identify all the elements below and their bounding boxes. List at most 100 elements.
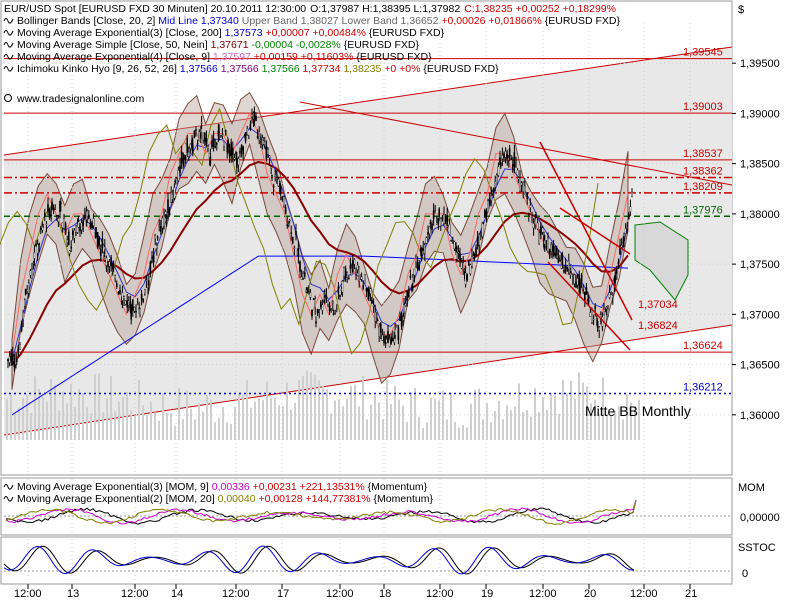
candle-body xyxy=(548,248,551,256)
candle-body xyxy=(79,226,81,232)
candle-body xyxy=(399,315,401,321)
candle-body xyxy=(469,264,472,275)
candle-body xyxy=(318,310,321,313)
volume-bar xyxy=(234,406,236,440)
volume-bar xyxy=(570,380,572,440)
volume-bar xyxy=(634,406,636,440)
candle-body xyxy=(283,196,285,206)
volume-bar xyxy=(22,397,24,440)
candle-body xyxy=(71,231,74,235)
volume-bar xyxy=(18,407,20,440)
legend-line-icon xyxy=(3,42,14,48)
candle-body xyxy=(295,230,297,236)
volume-bar xyxy=(50,379,52,440)
volume-bar xyxy=(366,419,368,440)
candle-body xyxy=(70,246,72,249)
candle-body xyxy=(221,134,224,137)
volume-bar xyxy=(430,397,432,440)
candle-body xyxy=(47,204,49,212)
legend-text: Ichimoku Kinko Hyo [9, 26, 52, 26] xyxy=(17,63,180,75)
legend-text: {EURUSD FXD} xyxy=(344,39,420,51)
candle-body xyxy=(334,310,337,313)
candle-body xyxy=(174,180,177,183)
y-tick-label: 1,38000 xyxy=(740,209,780,221)
sstoc-label: SSTOC xyxy=(738,542,776,554)
candle-body xyxy=(288,219,291,222)
candle-body xyxy=(517,177,520,180)
candle-body xyxy=(253,111,256,122)
candle-body xyxy=(496,174,498,185)
candle-body xyxy=(356,264,359,271)
candle-body xyxy=(427,231,429,235)
candle-body xyxy=(456,251,458,260)
volume-bar xyxy=(398,399,400,440)
volume-bar xyxy=(578,372,580,440)
volume-bar xyxy=(626,394,628,440)
candle-body xyxy=(482,222,485,225)
candle-body xyxy=(168,213,171,216)
volume-bar xyxy=(186,390,188,440)
candle-body xyxy=(371,299,373,304)
sstoc-series-line xyxy=(3,545,635,575)
candle-body xyxy=(487,200,489,212)
candle-body xyxy=(580,274,583,282)
volume-bar xyxy=(62,391,64,440)
legend-text: 0,00040 xyxy=(218,493,259,505)
volume-bar xyxy=(162,393,164,440)
volume-bar xyxy=(178,388,180,440)
candle-body xyxy=(142,298,145,302)
candle-body xyxy=(492,188,495,193)
candle-body xyxy=(246,127,249,136)
candle-body xyxy=(484,209,486,218)
candle-body xyxy=(396,325,398,328)
candle-body xyxy=(135,311,137,313)
candle-body xyxy=(448,223,451,235)
candle-body xyxy=(193,130,196,138)
candle-body xyxy=(219,136,222,138)
volume-bar xyxy=(198,402,200,440)
candle-body xyxy=(173,187,176,199)
candle-body xyxy=(121,292,124,301)
candle-body xyxy=(309,292,312,298)
candle-body xyxy=(187,151,190,158)
volume-bar xyxy=(526,410,528,440)
candle-body xyxy=(359,277,361,280)
candle-body xyxy=(316,309,319,314)
volume-bar xyxy=(202,411,204,440)
volume-bar xyxy=(614,410,616,440)
candle-body xyxy=(16,359,18,363)
candle-body xyxy=(119,289,121,294)
candle-body xyxy=(588,300,590,302)
candle-body xyxy=(89,222,92,228)
legend-text: +0 +0% xyxy=(384,63,423,75)
candle-body xyxy=(348,277,350,280)
candle-body xyxy=(623,237,625,242)
candle-body xyxy=(582,289,584,291)
candle-body xyxy=(131,299,134,311)
volume-bar xyxy=(94,374,96,440)
volume-bar xyxy=(166,412,168,440)
candle-body xyxy=(431,223,433,231)
volume-bar xyxy=(58,410,60,440)
candle-body xyxy=(353,259,356,265)
candle-body xyxy=(320,301,322,307)
candle-body xyxy=(459,253,461,261)
time-axis: 12:00 13 12:00 14 12:00 17 12:00 18 12:00 19 12:00… xyxy=(14,584,697,600)
x-tick-label: 12:00 xyxy=(14,588,42,600)
volume-bar xyxy=(606,414,608,440)
legend-entry: Bollinger Bands [Close, 20, 2] Mid Line … xyxy=(17,15,621,27)
candle-body xyxy=(161,217,164,229)
legend-text: +0,00159 +0,11603% xyxy=(254,51,357,63)
candle-body xyxy=(516,169,519,176)
volume-bar xyxy=(154,412,156,440)
candle-body xyxy=(380,323,382,334)
candles[interactable] xyxy=(7,106,633,372)
candle-body xyxy=(559,259,561,262)
candle-body xyxy=(376,319,379,322)
candle-body xyxy=(464,272,467,285)
legend-text: {EURUSD FXD} xyxy=(356,51,432,63)
candle-body xyxy=(237,158,240,165)
volume-bar xyxy=(354,384,356,440)
legend-text: +0,00128 +144,77381% xyxy=(258,493,373,505)
